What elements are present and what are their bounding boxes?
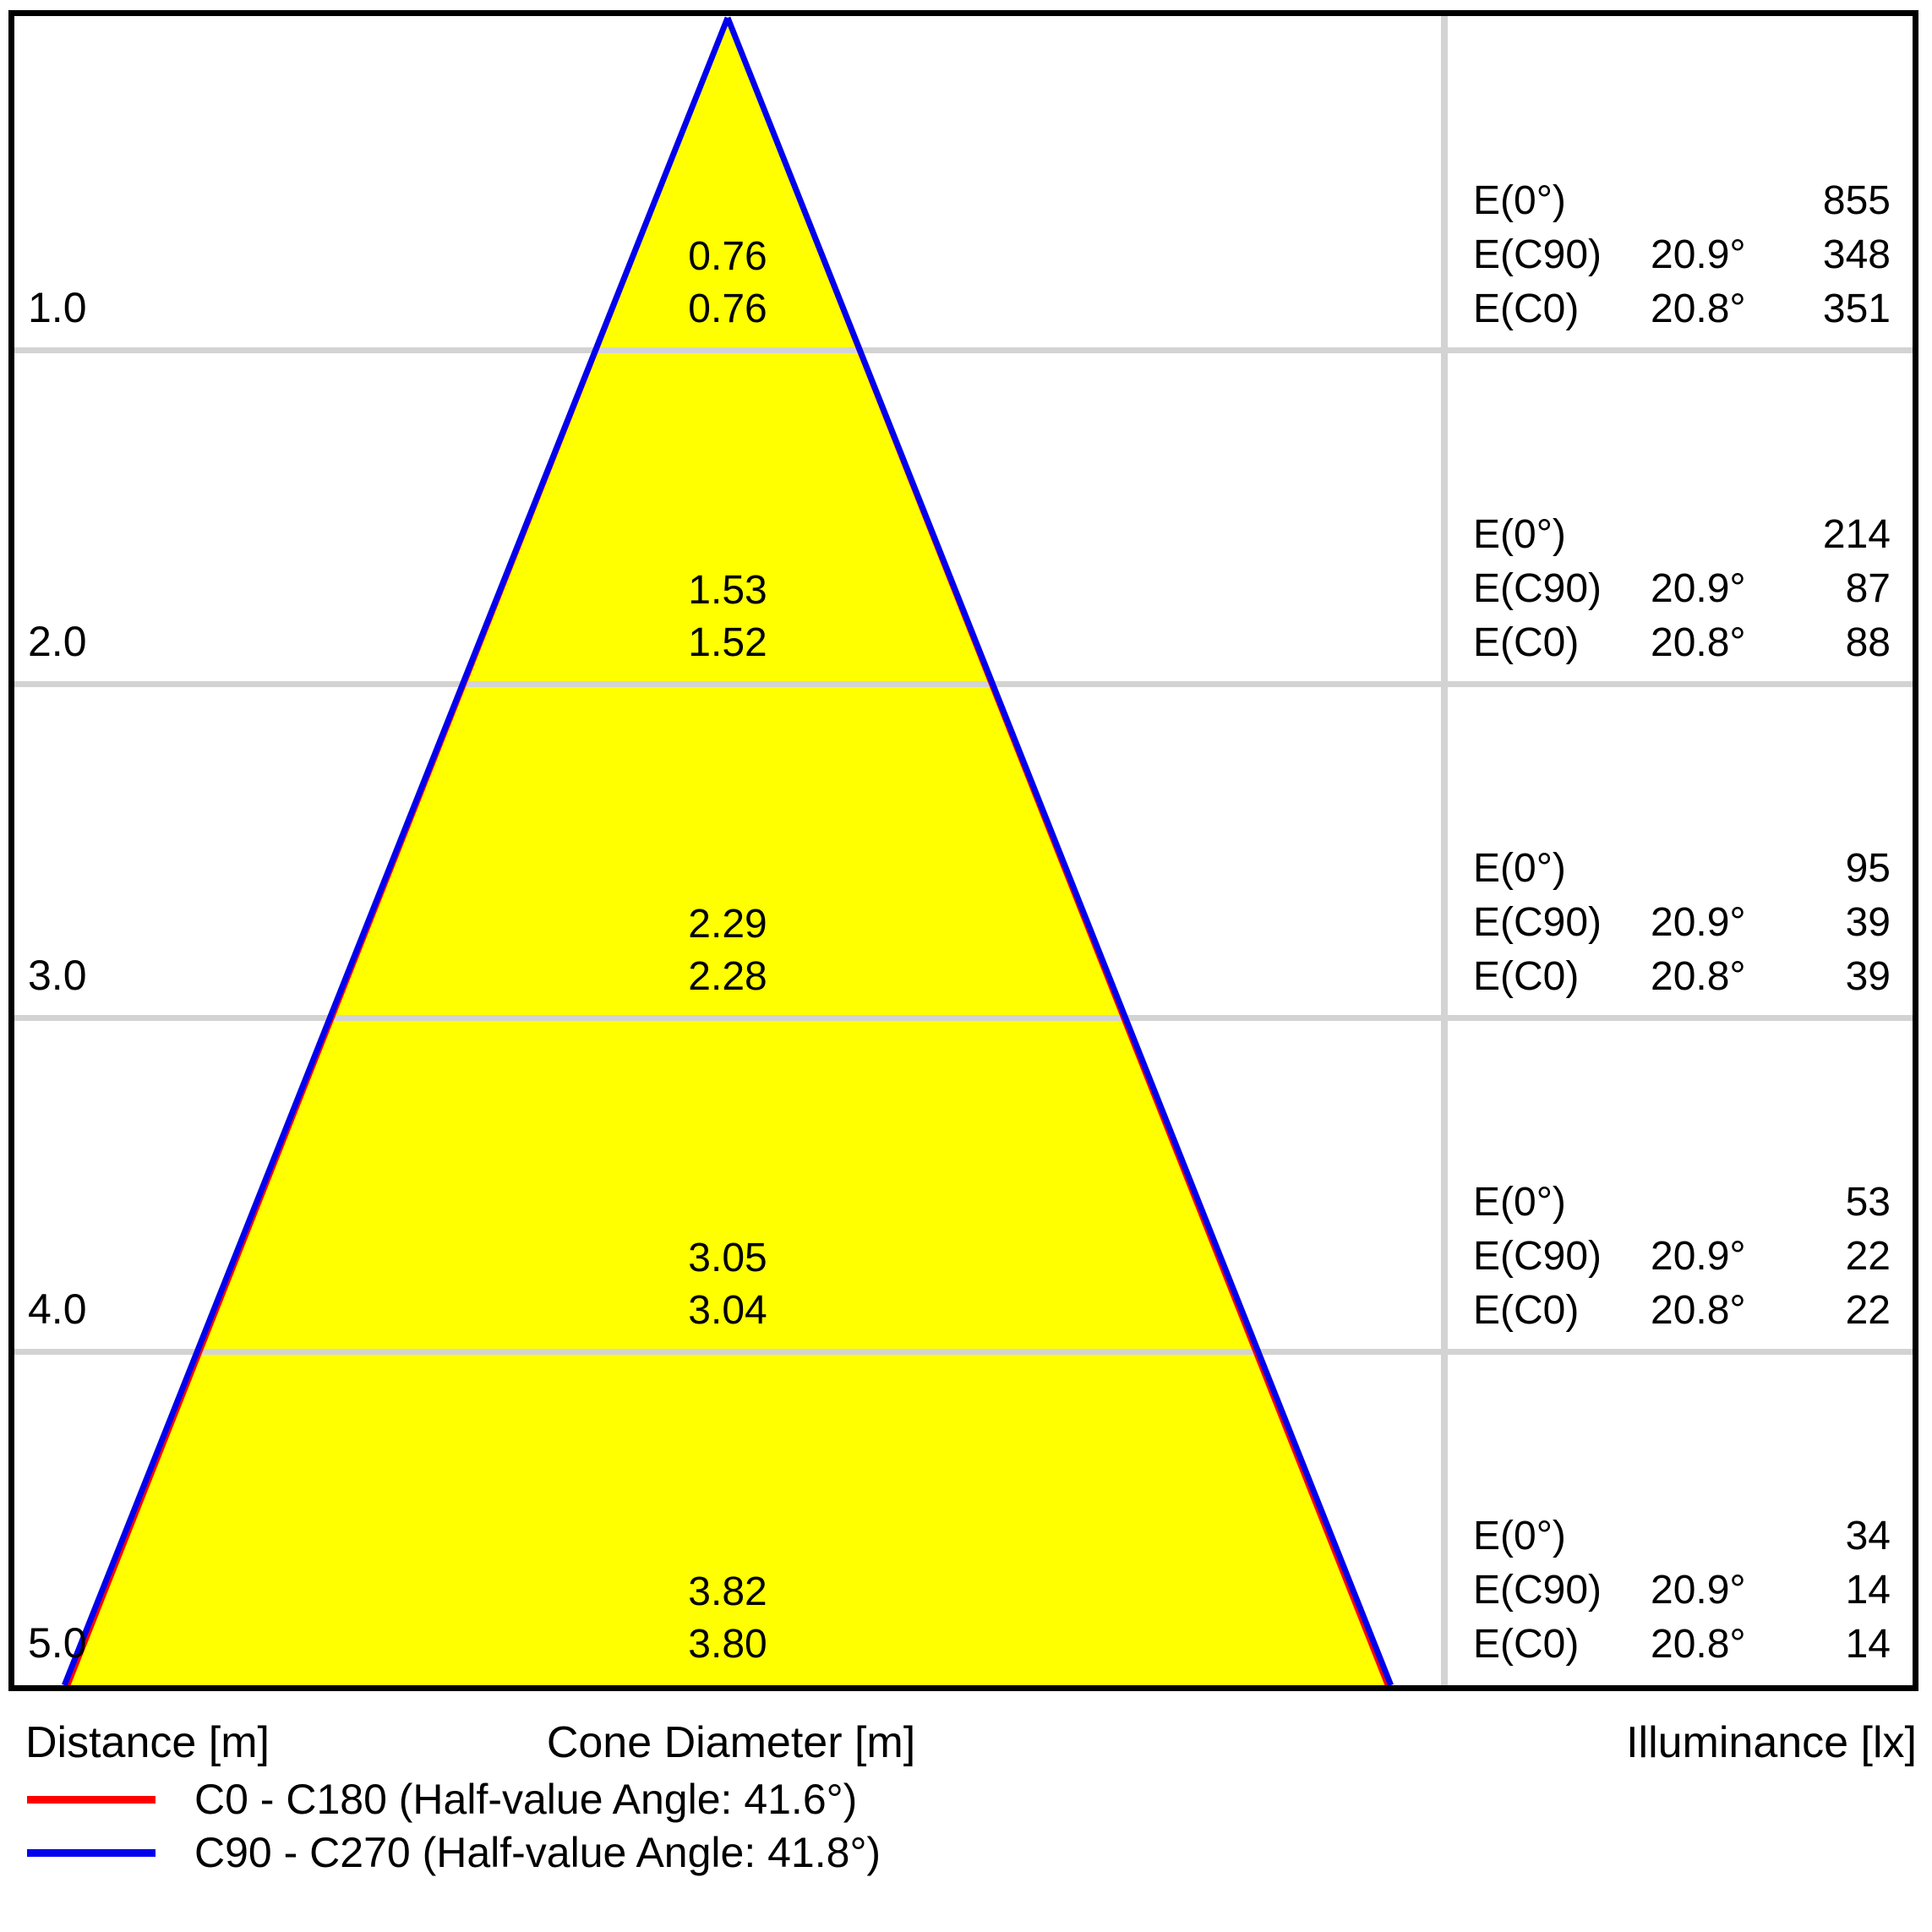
legend-entry-c0-c180: C0 - C180 (Half-value Angle: 41.6°) bbox=[27, 1773, 857, 1826]
panel-divider bbox=[1441, 16, 1448, 1685]
ec90-label: E(C90) bbox=[1473, 1234, 1602, 1279]
e0-label: E(0°) bbox=[1473, 178, 1566, 223]
cone-diameter-values-1m: 0.76 0.76 bbox=[688, 231, 767, 336]
e0-value: 53 bbox=[1845, 1180, 1891, 1225]
illuminance-row-2m: E(0°) 214 E(C90) 20.9° 87 E(C0) 20.8° 88 bbox=[1448, 350, 1913, 684]
distance-label-2m: 2.0 bbox=[28, 618, 87, 665]
cone-diameter-values-3m: 2.29 2.28 bbox=[688, 898, 767, 1003]
ec90-value: 39 bbox=[1845, 900, 1891, 945]
ec90-value: 87 bbox=[1845, 566, 1891, 611]
cone-diameter-c0: 3.04 bbox=[688, 1288, 767, 1333]
legend-line-blue bbox=[27, 1848, 156, 1857]
cone-lines-layer bbox=[62, 16, 1394, 1685]
gridline-1m bbox=[14, 347, 1913, 353]
cone-diameter-values-5m: 3.82 3.80 bbox=[688, 1566, 767, 1671]
gridline-4m bbox=[14, 1349, 1913, 1355]
e0-angle bbox=[1651, 1509, 1786, 1564]
ec90-label: E(C90) bbox=[1473, 232, 1602, 277]
cone-diameter-values-4m: 3.05 3.04 bbox=[688, 1232, 767, 1337]
cone-diameter-c90: 1.53 bbox=[688, 568, 767, 613]
e0-value: 214 bbox=[1822, 512, 1891, 557]
ec0-angle: 20.8° bbox=[1651, 620, 1746, 665]
cone-diameter-c90: 3.05 bbox=[688, 1236, 767, 1280]
c90-c270-line bbox=[62, 16, 1394, 1685]
cone-diameter-c90: 2.29 bbox=[688, 902, 767, 947]
ec90-angle: 20.9° bbox=[1651, 900, 1746, 945]
legend-label-c0-c180: C0 - C180 (Half-value Angle: 41.6°) bbox=[194, 1776, 858, 1823]
e0-label: E(0°) bbox=[1473, 512, 1566, 557]
e0-label: E(0°) bbox=[1473, 846, 1566, 891]
ec0-angle: 20.8° bbox=[1651, 287, 1746, 331]
illuminance-table: E(0°) 855 E(C90) 20.9° 348 E(C0) 20.8° 3… bbox=[1448, 16, 1913, 1685]
e0-label: E(0°) bbox=[1473, 1180, 1566, 1225]
cone-diagram-panel: 1.0 2.0 3.0 4.0 5.0 0.76 0.76 1.53 1.52 … bbox=[8, 10, 1918, 1691]
ec90-label: E(C90) bbox=[1473, 566, 1602, 611]
e0-label: E(0°) bbox=[1473, 1514, 1566, 1558]
distance-label-5m: 5.0 bbox=[28, 1619, 87, 1667]
ec0-angle: 20.8° bbox=[1651, 1288, 1746, 1333]
ec90-angle: 20.9° bbox=[1651, 1568, 1746, 1613]
light-cone-fill bbox=[64, 18, 1391, 1685]
axis-label-distance: Distance [m] bbox=[25, 1718, 270, 1767]
ec0-value: 22 bbox=[1845, 1288, 1891, 1333]
ec0-label: E(C0) bbox=[1473, 620, 1580, 665]
cone-fill-layer bbox=[64, 18, 1391, 1685]
ec90-angle: 20.9° bbox=[1651, 566, 1746, 611]
ec90-value: 22 bbox=[1845, 1234, 1891, 1279]
e0-value: 855 bbox=[1822, 178, 1891, 223]
cone-diameter-c0: 0.76 bbox=[688, 287, 767, 331]
e0-value: 95 bbox=[1845, 846, 1891, 891]
ec90-label: E(C90) bbox=[1473, 900, 1602, 945]
cone-diameter-c0: 2.28 bbox=[688, 954, 767, 999]
ec90-value: 14 bbox=[1845, 1568, 1891, 1613]
legend-line-red bbox=[27, 1795, 156, 1804]
cone-diameter-values-2m: 1.53 1.52 bbox=[688, 565, 767, 669]
illuminance-row-1m: E(0°) 855 E(C90) 20.9° 348 E(C0) 20.8° 3… bbox=[1448, 16, 1913, 350]
axis-label-illuminance: Illuminance [lx] bbox=[1626, 1718, 1917, 1767]
ec0-value: 351 bbox=[1822, 287, 1891, 331]
distance-label-1m: 1.0 bbox=[28, 284, 87, 331]
cone-diameter-c90: 3.82 bbox=[688, 1569, 767, 1614]
ec90-value: 348 bbox=[1822, 232, 1891, 277]
legend-label-c90-c270: C90 - C270 (Half-value Angle: 41.8°) bbox=[194, 1829, 881, 1876]
ec0-value: 14 bbox=[1845, 1622, 1891, 1667]
cone-diameter-c0: 1.52 bbox=[688, 620, 767, 665]
e0-angle bbox=[1651, 508, 1786, 562]
ec0-label: E(C0) bbox=[1473, 1288, 1580, 1333]
cone-diameter-c0: 3.80 bbox=[688, 1622, 767, 1667]
distance-label-3m: 3.0 bbox=[28, 952, 87, 999]
ec0-label: E(C0) bbox=[1473, 287, 1580, 331]
illuminance-row-3m: E(0°) 95 E(C90) 20.9° 39 E(C0) 20.8° 39 bbox=[1448, 684, 1913, 1018]
ec90-label: E(C90) bbox=[1473, 1568, 1602, 1613]
illuminance-row-4m: E(0°) 53 E(C90) 20.9° 22 E(C0) 20.8° 22 bbox=[1448, 1018, 1913, 1351]
axis-label-cone-diameter: Cone Diameter [m] bbox=[546, 1718, 916, 1767]
ec0-value: 39 bbox=[1845, 954, 1891, 999]
ec90-angle: 20.9° bbox=[1651, 232, 1746, 277]
gridline-3m bbox=[14, 1015, 1913, 1021]
ec0-angle: 20.8° bbox=[1651, 954, 1746, 999]
e0-angle bbox=[1651, 174, 1786, 228]
e0-angle bbox=[1651, 1176, 1786, 1230]
ec90-angle: 20.9° bbox=[1651, 1234, 1746, 1279]
e0-value: 34 bbox=[1845, 1514, 1891, 1558]
ec0-angle: 20.8° bbox=[1651, 1622, 1746, 1667]
distance-label-4m: 4.0 bbox=[28, 1285, 87, 1333]
legend-entry-c90-c270: C90 - C270 (Half-value Angle: 41.8°) bbox=[27, 1826, 881, 1879]
illuminance-row-5m: E(0°) 34 E(C90) 20.9° 14 E(C0) 20.8° 14 bbox=[1448, 1351, 1913, 1685]
e0-angle bbox=[1651, 842, 1786, 896]
ec0-label: E(C0) bbox=[1473, 1622, 1580, 1667]
ec0-label: E(C0) bbox=[1473, 954, 1580, 999]
gridline-2m bbox=[14, 681, 1913, 687]
cone-diameter-c90: 0.76 bbox=[688, 234, 767, 279]
ec0-value: 88 bbox=[1845, 620, 1891, 665]
